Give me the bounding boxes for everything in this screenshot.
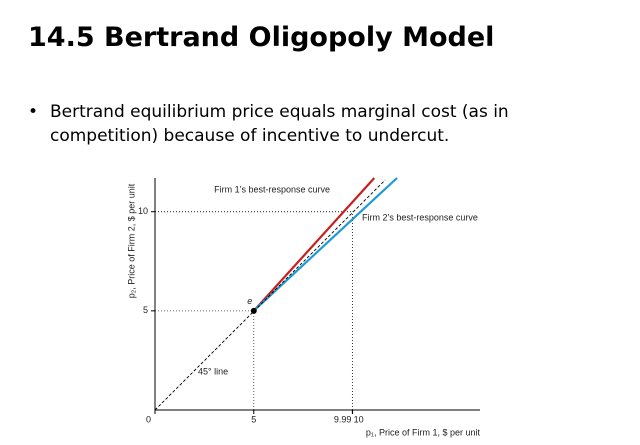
- x-tick-label: 5: [251, 414, 256, 424]
- x-tick-label: 0: [146, 414, 151, 424]
- x-axis-title: p₁, Price of Firm 1, $ per unit: [366, 427, 481, 437]
- y-axis-title: p₂, Price of Firm 2, $ per unit: [126, 183, 136, 298]
- bullet-item: • Bertrand equilibrium price equals margi…: [28, 100, 588, 148]
- series-line: [154, 179, 386, 411]
- slide-title: 14.5 Bertrand Oligopoly Model: [28, 22, 495, 53]
- series-line: [253, 177, 398, 312]
- equilibrium-point: [250, 307, 257, 314]
- y-tick-label: 5: [143, 305, 148, 315]
- series-label: 45° line: [198, 366, 228, 376]
- bullet-text: Bertrand equilibrium price equals margin…: [50, 102, 509, 146]
- series-line: [252, 177, 376, 312]
- x-tick-label: 9.99: [334, 414, 352, 424]
- point-label: e: [247, 296, 252, 306]
- x-tick-label: 10: [354, 414, 364, 424]
- bullet-dot: •: [28, 102, 39, 122]
- y-tick-label: 10: [138, 206, 148, 216]
- series-label: Firm 1’s best-response curve: [214, 184, 330, 194]
- series-label: Firm 2’s best-response curve: [362, 212, 478, 222]
